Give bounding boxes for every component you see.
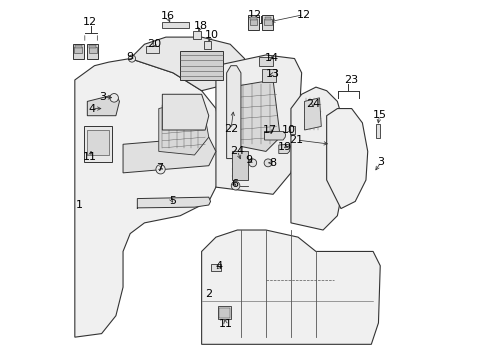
Text: 12: 12 xyxy=(83,17,97,27)
Text: 14: 14 xyxy=(265,53,279,63)
Text: 21: 21 xyxy=(289,135,303,145)
Bar xyxy=(247,15,258,30)
Polygon shape xyxy=(231,152,247,180)
Polygon shape xyxy=(201,230,380,344)
Circle shape xyxy=(128,55,135,62)
Bar xyxy=(262,15,272,30)
Circle shape xyxy=(156,165,165,174)
Text: 11: 11 xyxy=(218,319,232,329)
Text: 3: 3 xyxy=(100,92,106,102)
Text: 17: 17 xyxy=(262,125,276,135)
Polygon shape xyxy=(326,109,367,208)
Polygon shape xyxy=(180,51,223,80)
Text: 13: 13 xyxy=(265,69,280,79)
Bar xyxy=(74,47,82,53)
Text: 16: 16 xyxy=(160,12,174,21)
Circle shape xyxy=(231,181,240,190)
Text: 4: 4 xyxy=(216,261,223,271)
Bar xyxy=(73,44,83,59)
Text: 1: 1 xyxy=(76,200,83,210)
Bar xyxy=(263,18,271,25)
Circle shape xyxy=(264,159,271,167)
Text: 20: 20 xyxy=(147,39,161,49)
Circle shape xyxy=(110,94,118,102)
Bar xyxy=(375,123,380,138)
Bar xyxy=(261,69,275,82)
Polygon shape xyxy=(278,144,290,154)
Polygon shape xyxy=(216,55,301,194)
Text: 24: 24 xyxy=(230,146,244,156)
Polygon shape xyxy=(290,87,344,230)
Text: 22: 22 xyxy=(224,124,238,134)
Polygon shape xyxy=(159,98,208,155)
Text: 3: 3 xyxy=(377,157,384,167)
Text: 11: 11 xyxy=(83,152,97,162)
Text: 6: 6 xyxy=(230,179,238,189)
Polygon shape xyxy=(304,98,321,130)
Bar xyxy=(249,18,257,25)
Text: 12: 12 xyxy=(296,10,310,19)
Bar xyxy=(88,47,97,53)
Polygon shape xyxy=(130,37,244,91)
Bar xyxy=(250,17,256,19)
Bar xyxy=(289,126,294,134)
Bar xyxy=(264,17,270,19)
Text: 2: 2 xyxy=(205,289,212,298)
Circle shape xyxy=(248,159,256,167)
Bar xyxy=(87,44,98,59)
Polygon shape xyxy=(162,94,208,130)
Text: 10: 10 xyxy=(281,125,295,135)
Text: 7: 7 xyxy=(156,163,163,173)
Text: 12: 12 xyxy=(247,10,262,19)
Bar xyxy=(219,308,229,318)
Polygon shape xyxy=(123,137,216,173)
Bar xyxy=(87,130,108,155)
Text: 18: 18 xyxy=(193,21,207,31)
Bar xyxy=(193,31,200,39)
Polygon shape xyxy=(75,59,223,337)
Polygon shape xyxy=(87,94,119,116)
Bar xyxy=(217,306,231,319)
Text: 10: 10 xyxy=(204,30,218,40)
Bar xyxy=(204,41,210,49)
Text: 9: 9 xyxy=(125,52,133,62)
Bar xyxy=(162,22,189,28)
Text: 4: 4 xyxy=(88,104,95,113)
Bar xyxy=(83,126,112,162)
Bar xyxy=(89,45,96,48)
Bar xyxy=(210,264,220,271)
Polygon shape xyxy=(264,131,285,140)
Text: 5: 5 xyxy=(168,197,176,206)
Text: 9: 9 xyxy=(244,155,252,165)
Bar xyxy=(146,46,159,53)
Text: 19: 19 xyxy=(278,142,292,152)
Bar xyxy=(75,45,81,48)
Polygon shape xyxy=(230,80,280,152)
Text: 24: 24 xyxy=(305,99,320,109)
Text: 15: 15 xyxy=(372,110,386,120)
Polygon shape xyxy=(137,197,210,208)
Text: 23: 23 xyxy=(344,75,358,85)
Bar xyxy=(258,57,272,66)
Text: 8: 8 xyxy=(268,158,275,168)
Polygon shape xyxy=(226,66,241,158)
